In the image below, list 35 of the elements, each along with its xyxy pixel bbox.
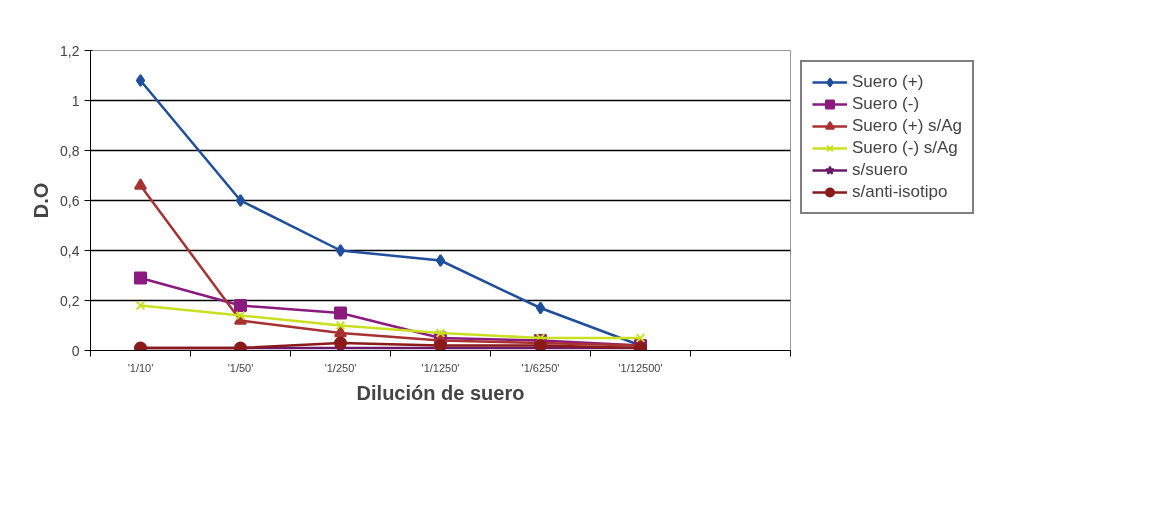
x-tick-label: '1/10' (127, 361, 154, 374)
y-tick-label: 1 (71, 92, 80, 109)
y-tick-label: 0,2 (60, 292, 80, 309)
y-tick-label: 0,8 (60, 142, 80, 159)
point (335, 320, 346, 331)
legend-label: s/anti-isotipo (852, 182, 948, 202)
point (334, 306, 347, 320)
x-tick-label: '1/6250' (521, 361, 560, 374)
legend-label: Suero (+) (852, 72, 924, 92)
legend-label: s/suero (852, 160, 908, 180)
point (635, 333, 646, 343)
x-tick-label: '1/250' (324, 361, 357, 374)
legend-label: Suero (-) s/Ag (852, 138, 958, 158)
point (235, 194, 246, 207)
y-tick-label: 0,4 (60, 242, 80, 259)
point (234, 299, 247, 312)
x-axis-title: Dilución de suero (356, 381, 525, 404)
point (135, 74, 146, 87)
point (134, 178, 147, 190)
y-axis-title: D.O (30, 182, 53, 219)
y-tick-label: 1,2 (60, 42, 80, 59)
point (135, 300, 146, 311)
legend-label: Suero (+) s/Ag (852, 116, 963, 136)
point (335, 244, 346, 257)
y-tick-label: 0,6 (60, 192, 80, 209)
x-tick-label: '1/50' (227, 361, 254, 374)
legend-label: Suero (-) (852, 94, 920, 114)
point (134, 271, 147, 285)
point (435, 328, 446, 338)
point (235, 310, 246, 321)
y-tick-label: 0 (71, 342, 80, 359)
point (435, 254, 446, 267)
point (535, 301, 546, 315)
x-tick-label: '1/12500' (618, 361, 663, 374)
x-tick-label: '1/1250' (421, 361, 460, 374)
